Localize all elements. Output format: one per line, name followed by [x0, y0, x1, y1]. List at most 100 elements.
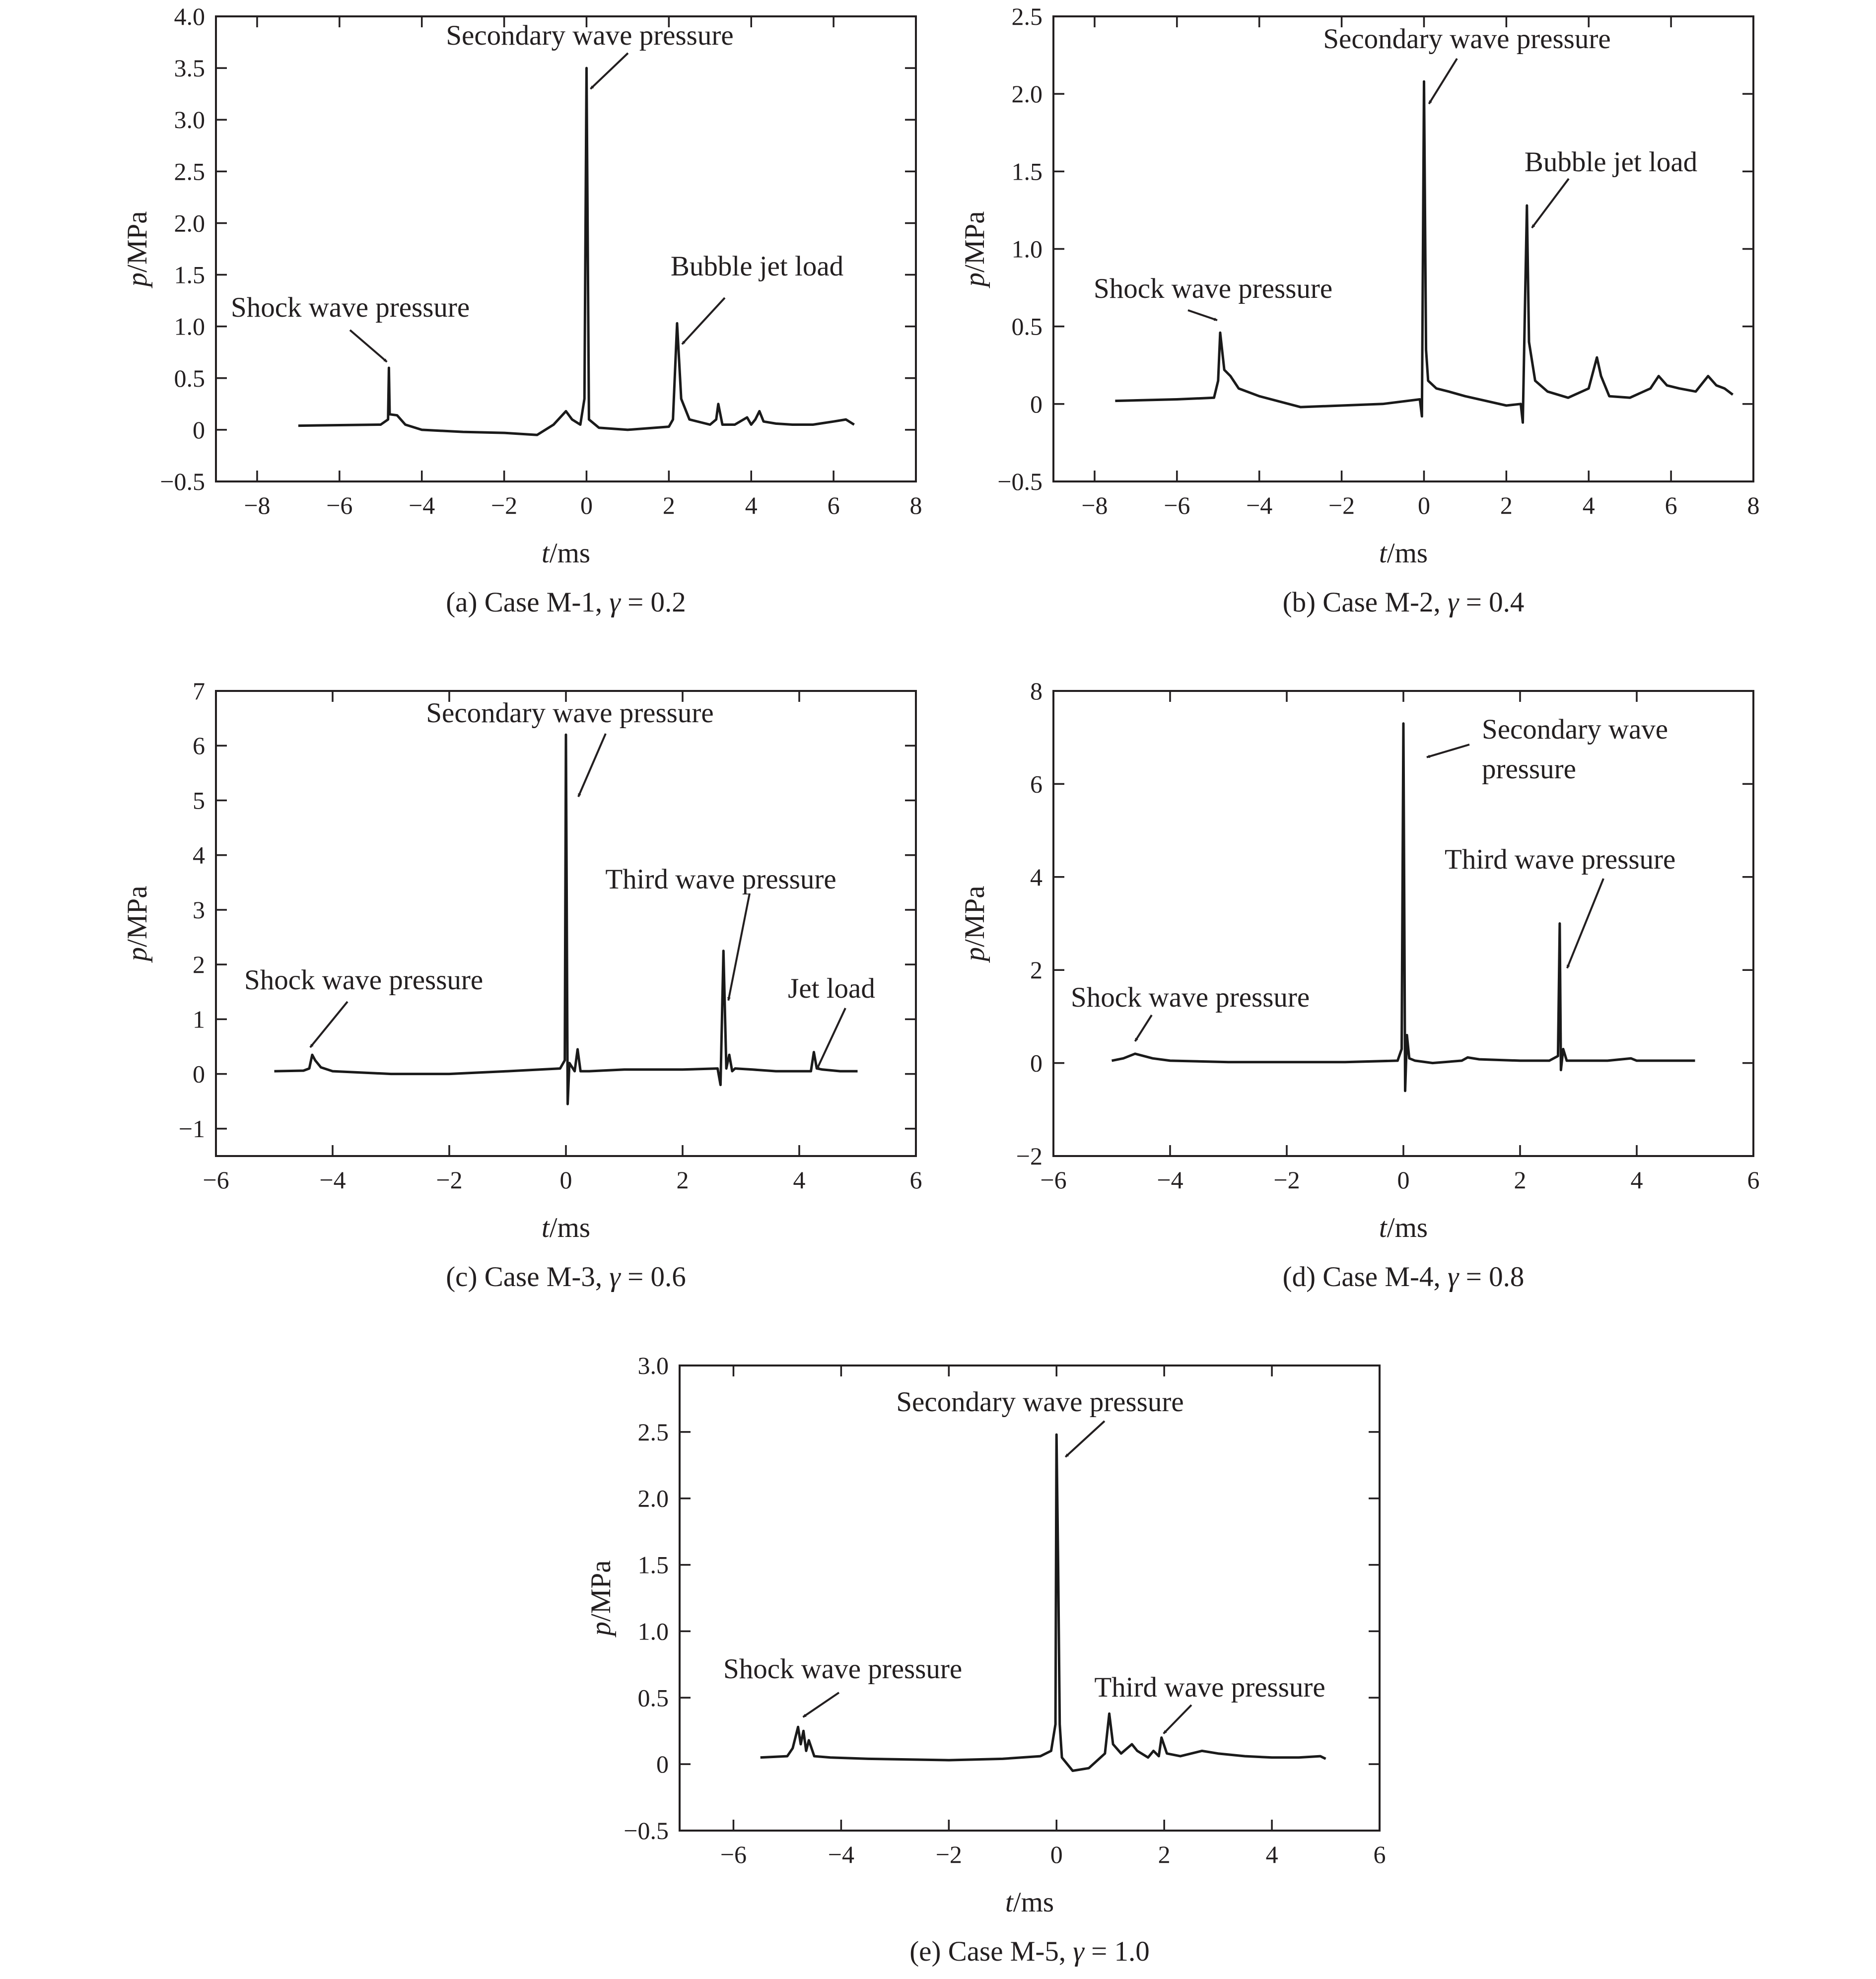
x-tick-label: 6	[828, 491, 840, 519]
y-tick-label: 2	[193, 951, 205, 978]
x-tick-label: −4	[1246, 491, 1272, 519]
annotation-label: Third wave pressure	[1445, 844, 1675, 875]
y-tick-label: −0.5	[997, 468, 1042, 495]
x-tick-label: −8	[1081, 491, 1108, 519]
y-tick-label: 0.5	[638, 1684, 669, 1711]
annotation-arrow	[1426, 744, 1470, 758]
y-axis-title: p/MPa	[122, 211, 153, 288]
x-tick-label: −2	[1328, 491, 1355, 519]
y-tick-label: 1.0	[174, 313, 206, 341]
x-tick-label: 4	[745, 491, 758, 519]
x-tick-label: −4	[828, 1841, 854, 1868]
x-tick-label: 2	[677, 1166, 689, 1194]
y-tick-label: 0.5	[1012, 313, 1043, 341]
chart-panel: −8 −6 −4 −2 0 2 4 6 8 −0.5 0 0.5 1.0 1.5 2.0 2.5 t/ms p/M…	[959, 2, 1760, 618]
chart-panel: −8 −6 −4 −2 0 2 4 6 8 −0.5 0 0.5 1.0 1.5 2.0 2.5 3.0 3.5 4…	[122, 2, 922, 618]
annotation-label: Shock wave pressure	[723, 1653, 962, 1685]
plot-frame	[215, 15, 917, 482]
x-tick-label: 2	[1514, 1166, 1527, 1194]
annotation-label: Secondary wave pressure	[426, 697, 713, 729]
x-tick-label: 0	[1418, 491, 1430, 519]
x-tick-label: −2	[936, 1841, 962, 1868]
plot-frame	[679, 1365, 1381, 1832]
annotation-label: Third wave pressure	[1094, 1672, 1325, 1703]
y-tick-label: −0.5	[624, 1817, 669, 1844]
x-tick-label: 4	[1266, 1841, 1278, 1868]
y-tick-label: 1	[193, 1005, 205, 1033]
y-tick-label: 2.0	[638, 1485, 669, 1512]
x-tick-label: 0	[580, 491, 593, 519]
x-tick-label: −4	[409, 491, 435, 519]
panel-caption: (b) Case M-2, γ = 0.4	[1283, 587, 1525, 618]
y-tick-label: 2.5	[174, 157, 206, 185]
x-axis-title: t/ms	[1005, 1887, 1054, 1918]
x-tick-label: −2	[491, 491, 517, 519]
annotation-label: Shock wave pressure	[244, 964, 483, 996]
chart-panels: −8 −6 −4 −2 0 2 4 6 8 −0.5 0 0.5 1.0 1.5 2.0 2.5 3.0 3.5 4…	[122, 2, 1760, 1967]
x-tick-label: 8	[910, 491, 922, 519]
y-tick-label: −0.5	[160, 468, 205, 495]
panel-caption: (c) Case M-3, γ = 0.6	[446, 1261, 686, 1293]
plot-frame	[1052, 15, 1754, 482]
pressure-trace	[298, 67, 855, 436]
x-tick-label: 4	[793, 1166, 806, 1194]
x-tick-label: −6	[326, 491, 352, 519]
y-tick-label: 6	[1030, 770, 1042, 798]
y-tick-label: 2.0	[174, 209, 206, 237]
x-tick-label: −8	[244, 491, 270, 519]
pressure-trace	[1112, 722, 1695, 1092]
y-tick-label: 2.5	[1012, 2, 1043, 30]
y-tick-label: 6	[193, 732, 205, 759]
x-tick-label: 4	[1631, 1166, 1643, 1194]
annotation-arrow	[309, 1001, 348, 1048]
annotation-arrow	[1163, 1704, 1192, 1734]
x-tick-label: 2	[1158, 1841, 1171, 1868]
annotation-label: Bubble jet load	[671, 251, 843, 282]
annotation-label: Secondary wave pressure	[896, 1386, 1183, 1418]
chart-panel: −6 −4 −2 0 2 4 6 −0.5 0 0.5 1.0 1.5 2.0 2.5 3.0 t/ms p/M…	[585, 1352, 1386, 1967]
x-tick-label: −6	[203, 1166, 229, 1194]
x-tick-label: 4	[1583, 491, 1595, 519]
y-tick-label: 7	[193, 677, 205, 705]
x-tick-label: −4	[1157, 1166, 1183, 1194]
annotation-label: Third wave pressure	[605, 864, 836, 895]
x-tick-label: −2	[436, 1166, 462, 1194]
y-tick-label: 3.0	[174, 106, 206, 134]
y-tick-label: 8	[1030, 677, 1042, 705]
annotation-label: Shock wave pressure	[1094, 273, 1332, 304]
chart-panel: −6 −4 −2 0 2 4 6 −1 0 1 2 3 4 5 6 7 t/ms p/MPa (c) Case M-…	[122, 677, 922, 1293]
y-tick-label: 4	[193, 841, 205, 869]
x-axis-title: t/ms	[1379, 538, 1428, 569]
pressure-trace	[760, 1433, 1326, 1772]
y-tick-label: 0	[193, 1060, 205, 1088]
y-tick-label: −2	[1016, 1142, 1042, 1170]
y-tick-label: 2.5	[638, 1418, 669, 1446]
y-tick-label: 3.5	[174, 54, 206, 82]
y-tick-label: 0	[656, 1750, 669, 1778]
x-tick-label: −4	[319, 1166, 346, 1194]
x-axis-title: t/ms	[542, 1212, 590, 1243]
y-axis-title: p/MPa	[959, 211, 990, 288]
x-tick-label: −6	[1040, 1166, 1066, 1194]
x-tick-label: −6	[720, 1841, 747, 1868]
y-tick-label: 0.5	[174, 364, 206, 392]
x-tick-label: 2	[1500, 491, 1513, 519]
y-axis-title: p/MPa	[585, 1560, 617, 1638]
y-tick-label: 1.0	[638, 1617, 669, 1645]
y-tick-label: 4.0	[174, 2, 206, 30]
annotation-arrow	[1134, 1014, 1153, 1042]
x-tick-label: 8	[1747, 491, 1760, 519]
x-tick-label: 0	[1397, 1166, 1410, 1194]
x-tick-label: 6	[1374, 1841, 1386, 1868]
annotation-arrow	[577, 733, 607, 797]
annotation-arrow	[1187, 309, 1218, 322]
annotation-label: Secondary wave pressure	[1323, 23, 1610, 55]
annotation-arrow	[802, 1692, 840, 1718]
y-tick-label: 2.0	[1012, 80, 1043, 108]
y-tick-label: 2	[1030, 956, 1042, 984]
annotation-arrow	[1064, 1420, 1106, 1458]
x-tick-label: 0	[1050, 1841, 1063, 1868]
annotation-arrow	[681, 297, 726, 345]
y-tick-label: 1.5	[638, 1551, 669, 1579]
x-tick-label: 6	[910, 1166, 922, 1194]
